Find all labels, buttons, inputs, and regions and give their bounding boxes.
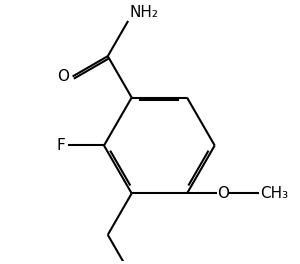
Text: CH₃: CH₃ — [260, 186, 288, 201]
Text: F: F — [57, 138, 66, 153]
Text: O: O — [217, 186, 229, 201]
Text: NH₂: NH₂ — [129, 5, 158, 20]
Text: O: O — [57, 69, 69, 84]
